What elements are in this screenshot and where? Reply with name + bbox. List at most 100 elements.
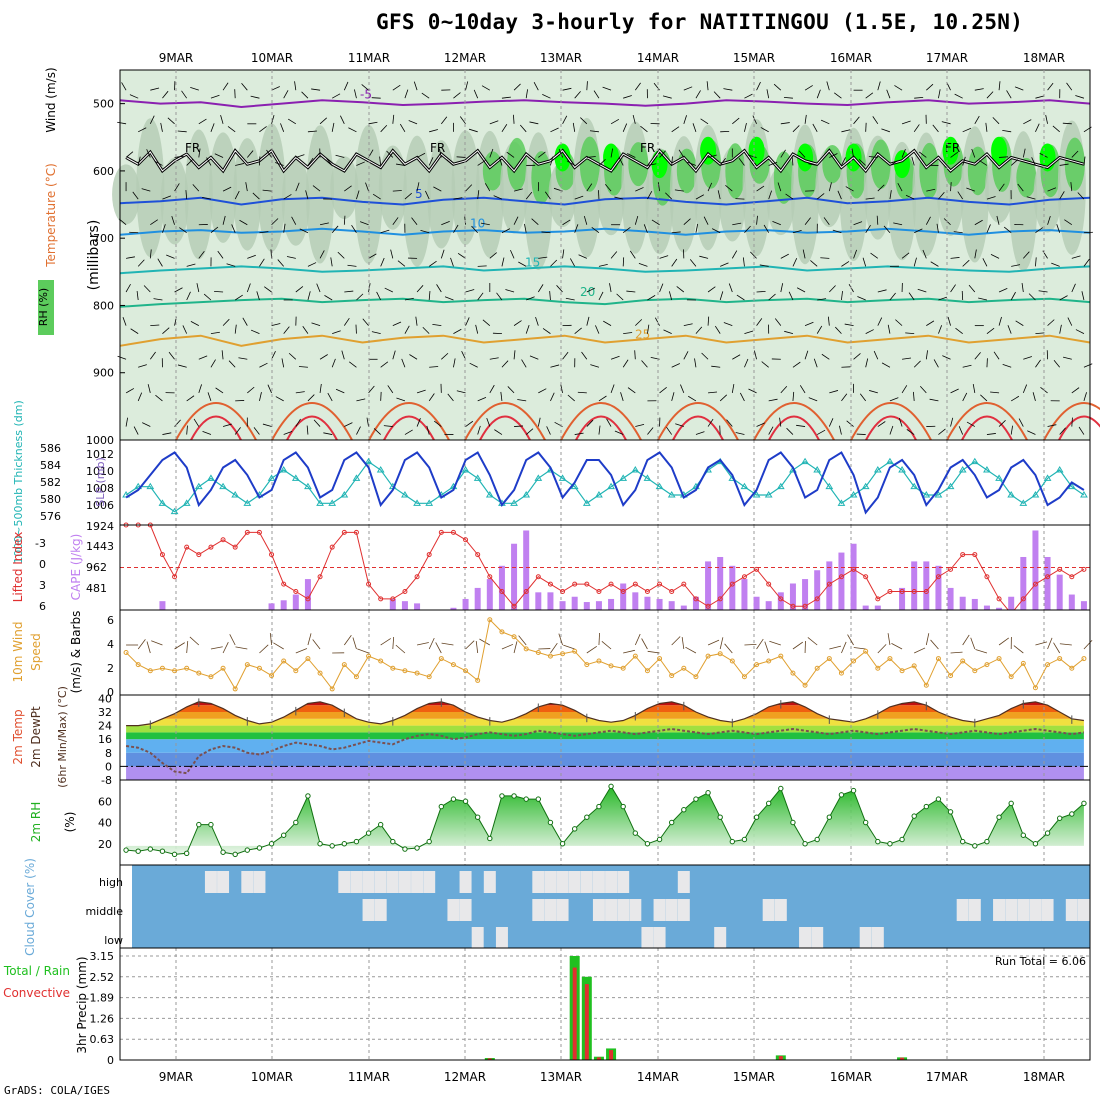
wind-barb — [1023, 356, 1032, 360]
wind-barb — [913, 391, 915, 401]
wind-barb — [700, 118, 709, 125]
wind-barb — [919, 385, 927, 394]
rh-tick-label: 60 — [98, 795, 112, 808]
thickness-point — [886, 457, 894, 465]
wind-speed-point — [475, 677, 481, 683]
wind-barb — [207, 392, 212, 402]
wind-barb — [817, 298, 827, 301]
rh-contour — [676, 148, 697, 194]
wind-barb — [671, 231, 681, 234]
wind-barb — [307, 262, 317, 267]
thickness-point — [522, 491, 531, 498]
wind-speed-point — [754, 662, 760, 668]
wind-barb — [851, 148, 854, 158]
wind-barb — [390, 249, 394, 259]
cloud-level-label: middle — [85, 905, 123, 918]
cape-bar — [486, 579, 493, 610]
wind-barb — [154, 160, 163, 166]
rh-contour — [725, 143, 746, 199]
cloud-cell — [374, 871, 387, 893]
wind-barb — [618, 157, 624, 166]
cape-bar — [450, 607, 457, 610]
wind-barb — [1078, 426, 1085, 435]
wind-barb — [513, 320, 522, 326]
cloud-cell — [544, 899, 557, 921]
wind-barb — [942, 355, 951, 360]
wind-barb — [238, 357, 248, 360]
wind-barb — [610, 384, 615, 394]
wind-barb — [1071, 283, 1076, 293]
precip-tick-label: 0.63 — [90, 1033, 115, 1046]
wind-barb — [524, 223, 527, 233]
wind-barb — [640, 125, 648, 133]
wind-barb — [1067, 317, 1073, 326]
wind-barb — [133, 426, 139, 435]
wind-barb — [841, 261, 850, 267]
wind-barb — [226, 263, 236, 267]
wind-barb — [826, 81, 830, 91]
wind-barb — [756, 215, 758, 225]
wind-barb — [162, 224, 166, 233]
wind-barb — [542, 94, 551, 99]
wind-barb — [312, 639, 321, 650]
wind-barb — [979, 160, 988, 166]
rh-contour — [112, 164, 141, 225]
wind-barb — [986, 327, 995, 334]
wind-barb — [456, 390, 466, 394]
isotherm-line — [560, 402, 642, 441]
rh-point — [280, 832, 287, 838]
wind-barb — [732, 354, 741, 360]
wind-barb — [475, 324, 479, 334]
wind-barb — [137, 259, 145, 267]
wind-barb — [889, 425, 894, 435]
wind-barb — [326, 158, 333, 166]
wind-barb — [229, 634, 236, 646]
wind-speed-point — [741, 674, 747, 680]
wind-barb — [210, 226, 219, 234]
chart-title: GFS 0~10day 3-hourly for NATITINGOU (1.5… — [376, 10, 1024, 34]
lifted-index-point — [269, 552, 275, 558]
wind-barb — [356, 426, 361, 435]
cape-bar — [656, 598, 663, 610]
wind-barb — [307, 291, 311, 301]
wind-barb — [1021, 283, 1024, 293]
precip-tick-label: 1.89 — [90, 992, 115, 1005]
wind-speed-point — [972, 668, 978, 674]
lifted-index-point — [814, 596, 820, 602]
thickness-point — [1019, 499, 1028, 506]
wind-barb — [671, 156, 673, 166]
wind-barb — [560, 384, 563, 393]
cape-bar — [838, 552, 845, 610]
wind-barb — [186, 291, 191, 301]
slp-tick-label: 1010 — [86, 465, 114, 478]
wind-barb — [544, 191, 551, 200]
wind-barb — [307, 130, 317, 133]
temp-tick-label: 32 — [98, 706, 112, 719]
wind-barb — [622, 123, 628, 132]
cloud-cell — [217, 871, 230, 893]
wind-barb — [796, 424, 806, 427]
wind-barb — [1014, 86, 1024, 91]
wind-barb — [537, 284, 544, 293]
wind-barb — [283, 326, 290, 334]
cape-tick-label: 1443 — [86, 540, 114, 553]
wind-barb — [1022, 384, 1028, 394]
thickness-point — [146, 482, 155, 490]
cloud-cell — [241, 871, 254, 893]
wind-barb — [694, 358, 697, 368]
lifted-index-point — [560, 589, 566, 595]
cape-bar — [729, 565, 736, 610]
wind-barb — [974, 115, 980, 125]
wind-barb — [387, 385, 394, 394]
wind-barb — [598, 395, 607, 402]
wind-barb — [950, 151, 959, 158]
isotherm-line — [119, 99, 1091, 109]
wind-barb — [404, 297, 414, 301]
wind-barb — [344, 422, 353, 427]
wind-barb — [828, 418, 834, 427]
wind-barb — [312, 185, 321, 192]
wind-barb — [911, 156, 915, 166]
wind-barb — [947, 316, 951, 326]
wind-barb — [744, 643, 757, 646]
wind-speed-point — [644, 668, 650, 674]
